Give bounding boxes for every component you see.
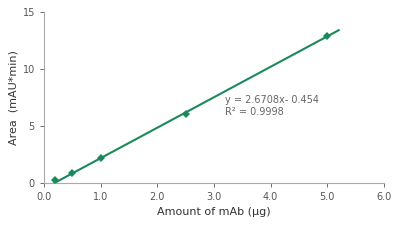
X-axis label: Amount of mAb (µg): Amount of mAb (µg) bbox=[157, 207, 271, 217]
Y-axis label: Area  (mAU*min): Area (mAU*min) bbox=[8, 50, 18, 145]
Text: y = 2.6708x- 0.454
R² = 0.9998: y = 2.6708x- 0.454 R² = 0.9998 bbox=[225, 95, 319, 117]
